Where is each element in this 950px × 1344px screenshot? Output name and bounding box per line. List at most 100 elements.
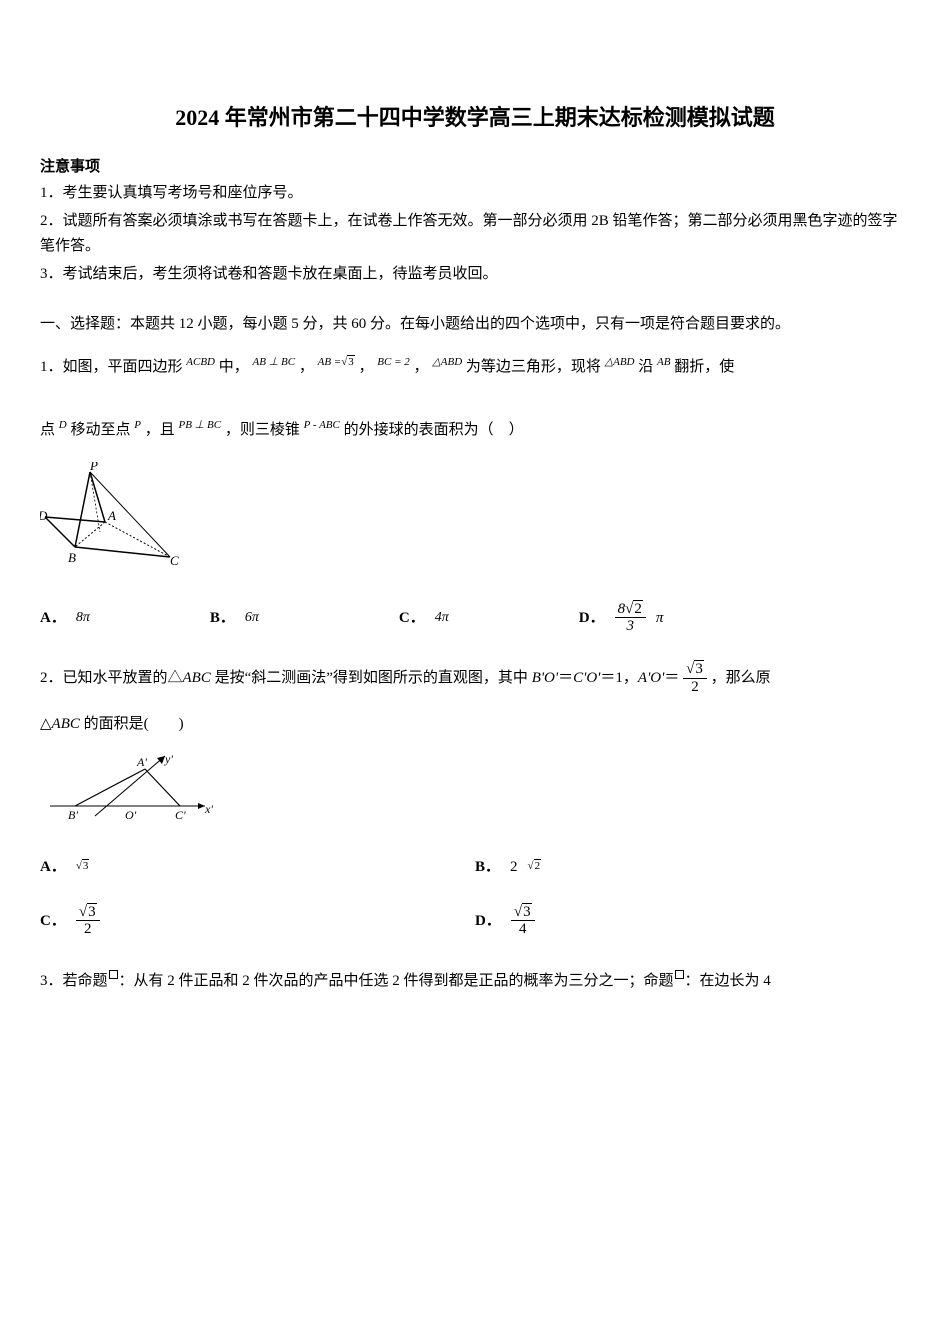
question-2: 2．已知水平放置的△ABC 是按“斜二测画法”得到如图所示的直观图，其中 B'O… <box>40 660 910 698</box>
q2-b-sqrt: 2 <box>534 859 542 872</box>
q2-d-den: 4 <box>516 921 530 938</box>
q1-tri-abd2: △ABD <box>605 356 635 368</box>
figure-1-tetrahedron: P D A B C <box>40 462 910 581</box>
notice-heading: 注意事项 <box>40 155 910 179</box>
q1-d-den: 3 <box>623 618 637 635</box>
q2-option-c: C． 3 2 <box>40 904 475 938</box>
q2-abc2: ABC <box>52 716 80 732</box>
q2-ao: A'O' <box>638 670 664 686</box>
q1-tri-abd: △ABD <box>432 356 462 368</box>
q1-options: A． 8π B． 6π C． 4π D． 82 3 π <box>40 601 910 635</box>
q1-mid2: 为等边三角形，现将 <box>466 359 601 375</box>
q2-c-frac: 3 2 <box>76 904 100 938</box>
q1-l2-prefix: 点 <box>40 422 55 438</box>
q3-box1-icon <box>109 970 118 979</box>
q2-bo: B'O' <box>532 670 558 686</box>
q1-and: ，且 <box>145 422 175 438</box>
q2-d-label: D． <box>475 909 501 933</box>
q1-d-label: D． <box>579 606 605 630</box>
q1-surface: 的外接球的表面积为（ ） <box>344 422 524 438</box>
svg-text:O': O' <box>125 808 137 822</box>
q2-d-frac: 3 4 <box>511 904 535 938</box>
q2-t1: 2．已知水平放置的△ <box>40 670 183 686</box>
q2-tri: △ <box>40 716 52 732</box>
q1-along: 沿 <box>638 359 653 375</box>
q1-b-label: B． <box>210 606 235 630</box>
q1-fold: 翻折，使 <box>674 359 734 375</box>
notice-item-3: 3．考试结束后，考生须将试卷和答题卡放在桌面上，待监考员收回。 <box>40 262 910 288</box>
q1-acbd: ACBD <box>186 356 215 368</box>
q2-a-sqrt: 3 <box>82 859 90 872</box>
notice-item-2: 2．试题所有答案必须填涂或书写在答题卡上，在试卷上作答无效。第一部分必须用 2B… <box>40 209 910 260</box>
q1-p-abc: P - ABC <box>304 419 340 431</box>
q2-eq2: ＝1， <box>600 670 638 686</box>
svg-text:B: B <box>68 550 76 565</box>
q2-option-d: D． 3 4 <box>475 904 910 938</box>
q2-b-prefix: 2 <box>510 855 518 879</box>
q1-mid1: 中， <box>219 359 249 375</box>
q1-ab: AB <box>657 356 670 368</box>
q1-option-c: C． 4π <box>399 606 449 630</box>
q1-then: ，则三棱锥 <box>225 422 300 438</box>
q2-option-b: B． 2 2 <box>475 855 910 879</box>
q1-option-a: A． 8π <box>40 606 90 630</box>
q2-b-label: B． <box>475 855 500 879</box>
question-1: 1．如图，平面四边形 ACBD 中， AB ⊥ BC ， AB = 3 ， BC … <box>40 346 910 388</box>
q2-options: A． 3 B． 2 2 C． 3 2 D． 3 4 <box>40 855 910 938</box>
q1-c-label: C． <box>399 606 425 630</box>
q2-frac-den: 2 <box>688 679 702 696</box>
svg-text:C': C' <box>175 808 186 822</box>
svg-text:B': B' <box>68 808 78 822</box>
q2-option-a: A． 3 <box>40 855 475 879</box>
q2-t3: ，那么原 <box>711 670 771 686</box>
q2-eq3: ＝ <box>664 670 679 686</box>
svg-text:D: D <box>40 508 48 523</box>
q3-box2-icon <box>675 970 684 979</box>
q2-t4: 的面积是( ) <box>80 716 184 732</box>
q2-a-label: A． <box>40 855 66 879</box>
q1-comma1: ， <box>299 359 314 375</box>
svg-text:A: A <box>107 508 116 523</box>
q2-t2: 是按“斜二测画法”得到如图所示的直观图，其中 <box>211 670 532 686</box>
q1-comma3: ， <box>414 359 429 375</box>
q1-ab-eq: AB = <box>318 356 342 368</box>
q1-bc-eq: BC = 2 <box>377 356 409 368</box>
svg-text:A': A' <box>136 755 147 769</box>
q1-option-b: B． 6π <box>210 606 259 630</box>
q1-p: P <box>134 419 141 431</box>
svg-text:y': y' <box>164 752 173 766</box>
q2-d-num: 3 <box>522 903 532 920</box>
q1-c-value: 4π <box>435 607 449 629</box>
svg-text:C: C <box>170 553 179 568</box>
section-1-heading: 一、选择题：本题共 12 小题，每小题 5 分，共 60 分。在每小题给出的四个… <box>40 312 910 336</box>
q2-abc: ABC <box>183 670 211 686</box>
question-1-line2: 点 D 移动至点 P ，且 PB ⊥ BC ，则三棱锥 P - ABC 的外接球… <box>40 413 910 447</box>
notice-item-1: 1．考生要认真填写考场号和座位序号。 <box>40 181 910 207</box>
q1-d-frac: 82 3 <box>615 601 646 635</box>
q1-a-label: A． <box>40 606 66 630</box>
q2-c-den: 2 <box>81 921 95 938</box>
q2-c-label: C． <box>40 909 66 933</box>
q1-pb-perp-bc: PB ⊥ BC <box>178 419 221 431</box>
q1-d-sqrt2: 2 <box>633 600 643 617</box>
q1-text: 1．如图，平面四边形 <box>40 359 183 375</box>
q1-a-value: 8π <box>76 607 90 629</box>
q1-comma2: ， <box>359 359 374 375</box>
q1-b-value: 6π <box>245 607 259 629</box>
q1-option-d: D． 82 3 π <box>579 601 664 635</box>
q1-ab-perp-bc: AB ⊥ BC <box>253 356 296 368</box>
q1-move: 移动至点 <box>70 422 130 438</box>
q2-eq1: ＝ <box>558 670 573 686</box>
q1-d: D <box>59 419 67 431</box>
q1-d-eight: 8 <box>618 601 626 617</box>
svg-text:x': x' <box>204 802 213 816</box>
q1-d-pi: π <box>656 606 664 630</box>
q2-c-num: 3 <box>87 903 97 920</box>
q2-co: C'O' <box>573 670 600 686</box>
question-2-cont: △ABC 的面积是( ) <box>40 712 910 736</box>
figure-2-oblique: A' y' B' O' C' x' <box>40 751 910 835</box>
question-3: 3．若命题：从有 2 件正品和 2 件次品的产品中任选 2 件得到都是正品的概率… <box>40 968 910 995</box>
q1-sqrt3: 3 <box>347 355 355 368</box>
q2-frac: 3 2 <box>683 661 707 695</box>
q2-frac-num: 3 <box>694 660 704 677</box>
